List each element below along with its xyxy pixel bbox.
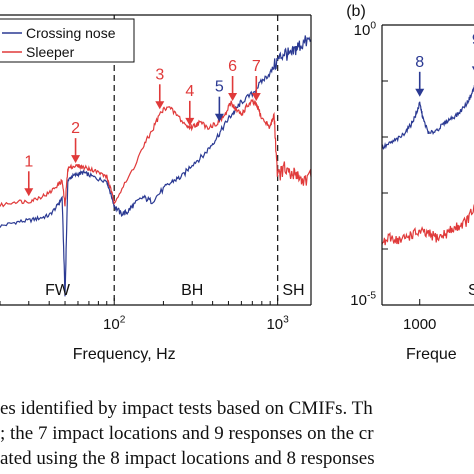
caption-line-3: ated using the 8 impact locations and 8 … (0, 448, 375, 469)
panel-b-y-tick-label-2: 10-5 (350, 290, 376, 309)
arrow-head-4 (185, 117, 195, 126)
legend-box (0, 18, 135, 63)
series-line-crossing-nose (0, 35, 312, 297)
region-label-fw: FW (45, 282, 71, 299)
arrow-head-7 (251, 93, 261, 101)
region-label-sh: SH (282, 282, 304, 299)
legend: Crossing nose Sleeper (0, 18, 135, 63)
legend-label-2: Sleeper (26, 44, 75, 60)
panel-b-y-tick-label-1: 100 (354, 20, 377, 39)
panel-label: (b) (346, 3, 366, 20)
panel-b-series-2 (381, 203, 474, 246)
caption-line-1: es identified by impact tests based on C… (0, 398, 373, 419)
x-axis-label: Frequency, Hz (73, 346, 176, 363)
panel-a: 102 103 Frequency, Hz Crossing nose Sleeper 1… (0, 14, 312, 363)
arrow-label-5: 5 (215, 79, 224, 96)
arrow-head-5 (214, 113, 224, 122)
arrow-head-2 (71, 155, 81, 164)
panel-b-x-axis-label: Freque (406, 346, 457, 363)
panel-b-arrow-label-8: 8 (415, 54, 424, 71)
arrow-label-6: 6 (228, 58, 237, 75)
arrow-head-6 (228, 93, 238, 101)
arrow-head-3 (155, 101, 165, 110)
panel-b-x-tick-label-1: 1000 (403, 316, 436, 333)
series-line-sleeper (0, 98, 312, 208)
x-tick-label-1: 102 (103, 314, 126, 333)
panel-b-arrow-label-9: 9 (472, 31, 474, 48)
panel-b-arrow-head-8 (415, 88, 425, 97)
legend-label-1: Crossing nose (26, 25, 116, 41)
region-label-bh: BH (181, 282, 203, 299)
arrow-label-4: 4 (185, 83, 194, 100)
panel-b-arrow-head-9 (471, 66, 474, 71)
arrow-label-1: 1 (24, 153, 33, 170)
panel-b-region-label: S (468, 282, 474, 299)
arrow-label-7: 7 (252, 58, 261, 75)
arrow-label-3: 3 (155, 66, 164, 83)
arrow-label-2: 2 (71, 120, 80, 137)
x-tick-label-2: 103 (266, 314, 289, 333)
caption-line-2: ; the 7 impact locations and 9 responses… (0, 423, 374, 444)
panel-b-series-1 (381, 85, 474, 150)
arrow-head-1 (24, 188, 34, 197)
